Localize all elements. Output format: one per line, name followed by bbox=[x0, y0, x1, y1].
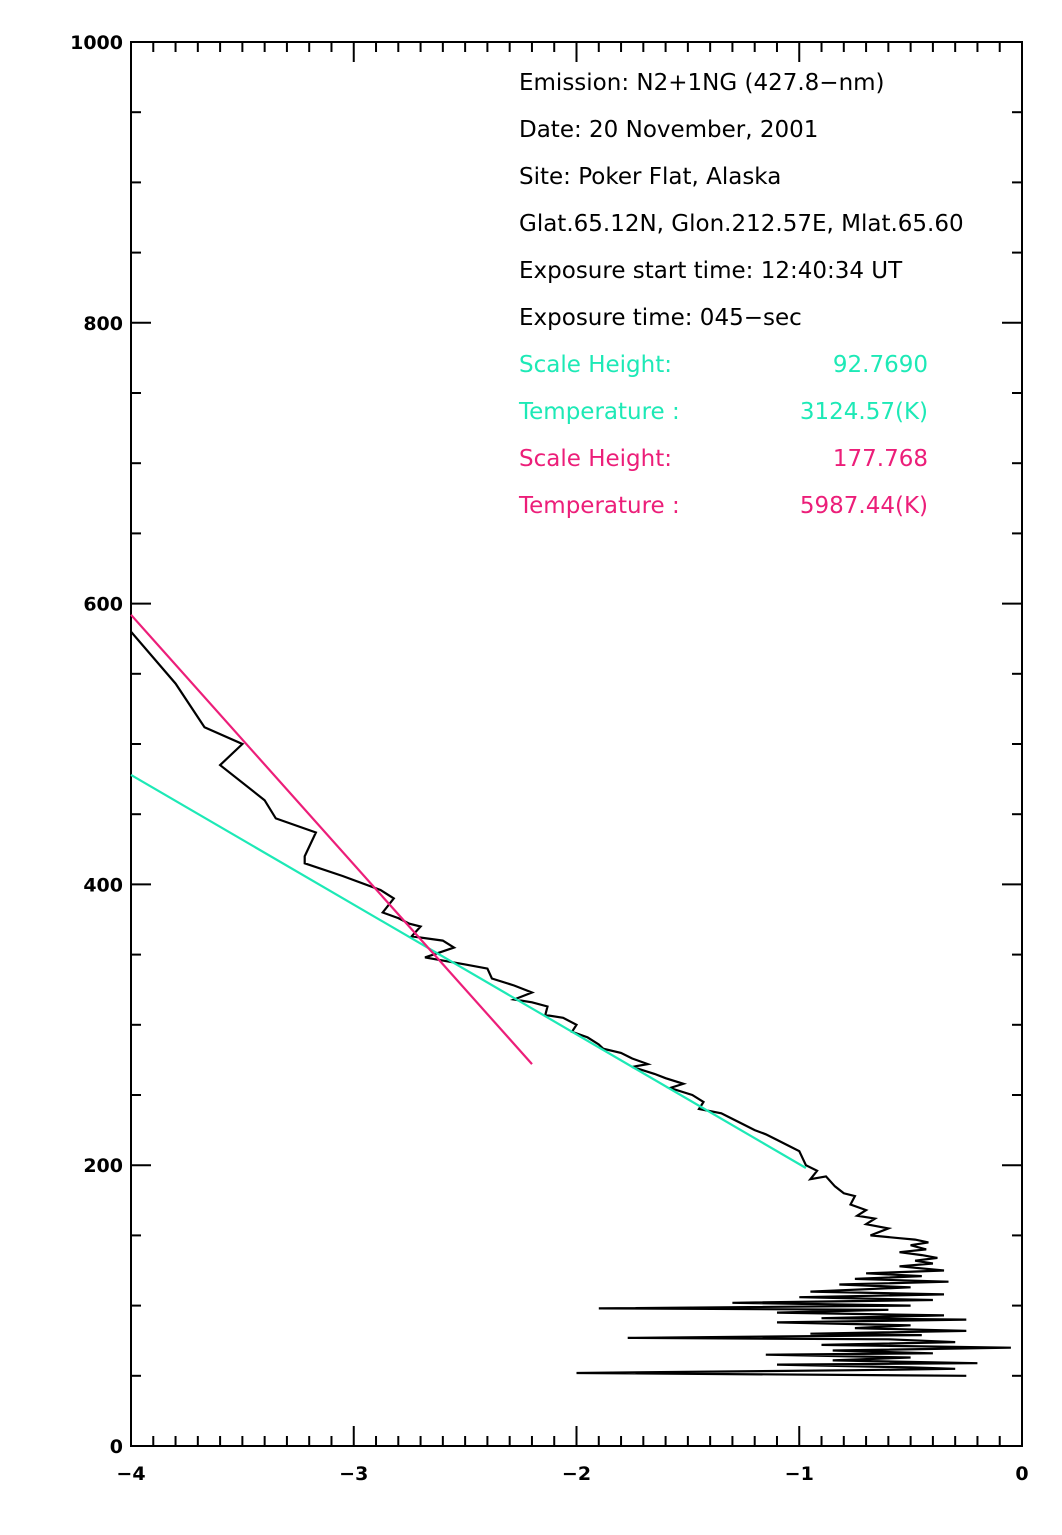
annotation-text: Exposure start time: 12:40:34 UT bbox=[519, 258, 903, 284]
annotation-label: Temperature : bbox=[518, 493, 680, 519]
plot-frame bbox=[130, 41, 1023, 1447]
y-tick-label: 200 bbox=[83, 1155, 123, 1177]
annotation-text: Exposure time: 045−sec bbox=[519, 305, 802, 331]
annotation-label: Scale Height: bbox=[519, 446, 672, 472]
series-line-1 bbox=[130, 773, 807, 1169]
series-line-0 bbox=[130, 630, 1011, 1377]
annotation-label: Temperature : bbox=[518, 399, 680, 425]
y-tick-label: 400 bbox=[83, 874, 123, 896]
x-tick-label: −2 bbox=[562, 1463, 591, 1485]
axis-tick-labels: −4 −3 −2 −1 0 0 200 400 600 800 1000 bbox=[70, 32, 1029, 1485]
axis-ticks bbox=[130, 41, 1023, 1447]
annotation-text: Date: 20 November, 2001 bbox=[519, 117, 818, 143]
y-tick-label: 0 bbox=[110, 1436, 123, 1458]
x-tick-label: −3 bbox=[339, 1463, 368, 1485]
x-tick-label: −1 bbox=[785, 1463, 814, 1485]
annotation-value: 177.768 bbox=[833, 446, 928, 472]
x-tick-label: −4 bbox=[116, 1463, 145, 1485]
annotations: Emission: N2+1NG (427.8−nm) Date: 20 Nove… bbox=[518, 70, 964, 519]
annotation-value: 92.7690 bbox=[833, 352, 928, 378]
annotation-text: Emission: N2+1NG (427.8−nm) bbox=[519, 70, 885, 96]
annotation-label: Scale Height: bbox=[519, 352, 672, 378]
y-tick-label: 600 bbox=[83, 594, 123, 616]
annotation-value: 5987.44(K) bbox=[800, 493, 928, 519]
y-tick-label: 1000 bbox=[70, 32, 123, 54]
y-tick-label: 800 bbox=[83, 313, 123, 335]
series-line-2 bbox=[130, 614, 533, 1065]
series-lines bbox=[130, 614, 1011, 1377]
annotation-text: Site: Poker Flat, Alaska bbox=[519, 164, 781, 190]
x-tick-label: 0 bbox=[1015, 1463, 1028, 1485]
annotation-value: 3124.57(K) bbox=[800, 399, 928, 425]
annotation-text: Glat.65.12N, Glon.212.57E, Mlat.65.60 bbox=[519, 211, 964, 237]
